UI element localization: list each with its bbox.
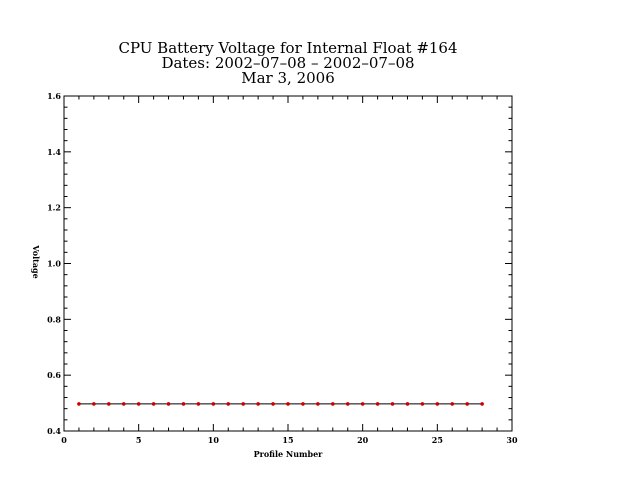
x-tick-label: 30: [506, 435, 518, 445]
data-point: [346, 402, 350, 406]
x-tick-label: 20: [357, 435, 369, 445]
y-tick-label: 0.6: [47, 370, 61, 380]
x-tick-label: 5: [136, 435, 142, 445]
x-tick-label: 25: [432, 435, 443, 445]
data-point: [480, 402, 484, 406]
y-tick-label: 1.4: [47, 147, 61, 157]
x-tick-label: 0: [61, 435, 67, 445]
data-point: [182, 402, 186, 406]
data-point: [406, 402, 410, 406]
data-point: [107, 402, 111, 406]
data-point: [436, 402, 440, 406]
x-tick-label: 10: [208, 435, 220, 445]
data-point: [271, 402, 275, 406]
data-point: [197, 402, 201, 406]
y-tick-label: 1.2: [47, 203, 61, 213]
data-point: [137, 402, 141, 406]
data-point: [421, 402, 425, 406]
data-point: [92, 402, 96, 406]
data-point: [226, 402, 230, 406]
x-axis-label: Profile Number: [254, 449, 324, 459]
data-point: [212, 402, 216, 406]
data-point: [77, 402, 81, 406]
data-point: [122, 402, 126, 406]
data-point: [331, 402, 335, 406]
data-point: [316, 402, 320, 406]
y-axis-label: Voltage: [31, 244, 41, 278]
y-tick-label: 0.8: [47, 314, 61, 324]
data-point: [391, 402, 395, 406]
data-point: [286, 402, 290, 406]
data-point: [361, 402, 365, 406]
y-tick-label: 0.4: [47, 426, 61, 436]
plot-frame: [64, 96, 512, 431]
data-point: [152, 402, 156, 406]
data-point: [167, 402, 171, 406]
data-point: [256, 402, 260, 406]
data-point: [465, 402, 469, 406]
x-tick-label: 15: [282, 435, 293, 445]
data-point: [376, 402, 380, 406]
plot-area: 0 5 10 15 20 25 30 0.4 0.6 0.8 1.0 1.2 1.4 1.6: [47, 91, 518, 445]
y-tick-label: 1.0: [47, 259, 61, 269]
data-point: [301, 402, 305, 406]
y-tick-label: 1.6: [47, 91, 61, 101]
data-point: [241, 402, 245, 406]
data-point: [450, 402, 454, 406]
chart-title-line-3: Mar 3, 2006: [241, 69, 335, 87]
